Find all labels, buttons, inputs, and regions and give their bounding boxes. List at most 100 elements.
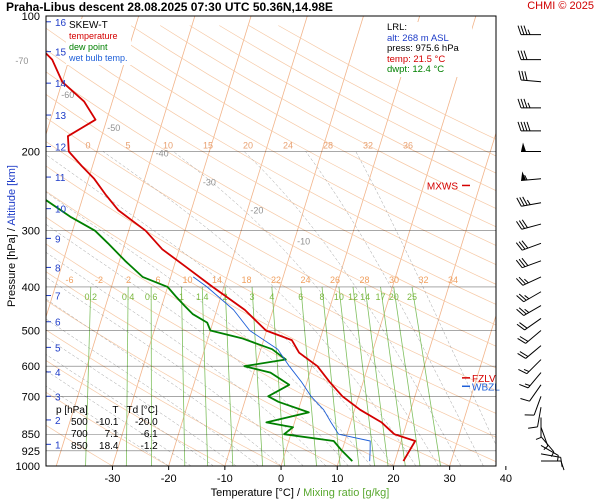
wind-barb-staff xyxy=(521,79,542,83)
wind-barb-pennant xyxy=(521,171,527,181)
mixing-ratio-label: 0.2 xyxy=(85,292,98,302)
levels-table: p [hPa] T Td [°C] 500 -10.1 -20.0 700 7.… xyxy=(52,405,162,453)
wind-barb-flag xyxy=(520,121,525,132)
wind-barb-flag xyxy=(560,460,565,471)
y-axis-label-pressure: Pressure [hPa] xyxy=(6,234,18,307)
wind-barb-flag xyxy=(517,338,526,344)
wind-barb xyxy=(521,142,541,152)
wind-barb-half xyxy=(535,436,542,440)
isotherm-label: 10 xyxy=(182,275,192,285)
wind-barb-flag xyxy=(518,220,525,229)
wind-barb-flag xyxy=(521,70,525,81)
altitude-tick-label: 1 xyxy=(55,440,61,451)
wind-barb-staff xyxy=(521,202,542,207)
altitude-tick-label: 7 xyxy=(55,292,61,303)
isotherm-label: 34 xyxy=(448,275,458,285)
dry-adiabat-line xyxy=(46,424,114,466)
dry-adiabat-line xyxy=(46,391,170,466)
wind-barb-flag xyxy=(517,353,526,359)
mixing-ratio-label: 17 xyxy=(376,292,386,302)
pressure-tick-label: 600 xyxy=(22,361,40,373)
wind-barb-half xyxy=(526,199,531,205)
wind-barb xyxy=(517,50,541,61)
isotherm-line xyxy=(224,16,364,466)
lrl-press: press: 975.6 hPa xyxy=(387,43,459,54)
altitude-tick-label: 16 xyxy=(55,18,67,29)
wind-barb-flag xyxy=(524,414,535,416)
isotherm-label: 0 xyxy=(85,140,90,150)
wind-barb-staff xyxy=(533,396,542,416)
altitude-tick-label: 14 xyxy=(55,79,67,90)
altitude-tick-label: 2 xyxy=(55,416,61,427)
moist-adiabat-line xyxy=(46,224,349,466)
temperature-tick-label: 0 xyxy=(278,473,284,485)
dry-adiabat-line xyxy=(46,190,496,438)
isotherm-line xyxy=(280,16,421,466)
dry-adiabat-line xyxy=(130,25,496,228)
dry-adiabat-line xyxy=(46,141,496,391)
wind-barb-flag xyxy=(524,71,528,81)
wind-barb-flag xyxy=(515,278,524,286)
plot-area xyxy=(46,16,496,466)
isotherm-labels: 0510152024283236-80-70-60-50-40-30-20-10… xyxy=(15,56,458,285)
isotherm-label: -50 xyxy=(107,123,120,133)
mixing-ratio-line xyxy=(300,286,317,466)
wind-barb-flag xyxy=(517,50,522,60)
mixing-ratio-label: 4 xyxy=(269,292,274,302)
profile-mode: descent xyxy=(78,0,125,14)
table-row: 500 -10.1 -20.0 xyxy=(52,417,162,429)
isotherm-label: -60 xyxy=(61,90,74,100)
wind-barb xyxy=(540,436,555,457)
moist-adiabat-line xyxy=(244,151,462,466)
wind-barb xyxy=(540,444,559,461)
level-marker-label: FZLV xyxy=(472,374,496,385)
mixing-ratio-label: 25 xyxy=(407,292,417,302)
moist-adiabat-line xyxy=(46,154,394,466)
dry-adiabat-line xyxy=(71,25,496,266)
table-cell: -10.1 xyxy=(95,417,119,428)
isotherm-label: -10 xyxy=(297,237,310,247)
isotherm-label: -70 xyxy=(15,56,28,66)
wind-barb xyxy=(540,453,563,467)
wind-barb xyxy=(517,25,541,36)
dry-adiabat-line xyxy=(46,271,395,466)
y-axis-label-separator: / xyxy=(6,225,18,235)
wind-barb-flag xyxy=(526,121,531,132)
wind-barb xyxy=(518,70,542,83)
mixing-ratio-line xyxy=(393,286,421,466)
mixing-ratio-line xyxy=(338,286,360,466)
isotherm-line xyxy=(393,131,496,466)
station-coords: 50.36N,14.98E xyxy=(252,0,333,14)
mixing-ratio-line xyxy=(181,286,186,466)
dry-adiabat-line xyxy=(46,329,282,466)
temperature-tick-label: 10 xyxy=(331,473,343,485)
series-line xyxy=(46,199,353,462)
table-cell: -1.2 xyxy=(140,441,158,452)
isotherm-line xyxy=(449,314,496,466)
wind-barb-staff xyxy=(522,276,542,286)
wind-barb-half xyxy=(524,295,530,300)
wind-barb-staff xyxy=(529,384,542,402)
wind-barb-flag xyxy=(519,322,528,329)
table-cell: -20.0 xyxy=(134,417,158,428)
pressure-tick-label: 850 xyxy=(22,429,40,441)
isotherm-line xyxy=(168,16,308,466)
pressure-tick-label: 1000 xyxy=(16,461,40,473)
mixing-ratio-label: 20 xyxy=(389,292,399,302)
legend: SKEW-T temperature dew point wet bulb te… xyxy=(66,19,131,65)
altitude-tick-label: 15 xyxy=(55,48,67,59)
wind-barb-flag xyxy=(518,293,527,301)
wind-barb-flag xyxy=(520,98,525,109)
level-marker-label: MXWS xyxy=(427,181,458,192)
lrl-dwpt: dwpt: 12.4 °C xyxy=(387,64,445,75)
altitude-tick-label: 8 xyxy=(55,263,61,274)
wind-barb-flag xyxy=(515,242,523,251)
wind-barb-flag xyxy=(519,383,529,389)
temperature-tick-label: -20 xyxy=(161,473,177,485)
isotherm-label: 32 xyxy=(418,275,428,285)
altitude-tick-label: 3 xyxy=(55,392,61,403)
station-name: Praha-Libus xyxy=(6,0,76,14)
wind-barb-half xyxy=(524,278,529,284)
altitude-tick-label: 5 xyxy=(55,343,61,354)
temperature-tick-label: -30 xyxy=(105,473,121,485)
